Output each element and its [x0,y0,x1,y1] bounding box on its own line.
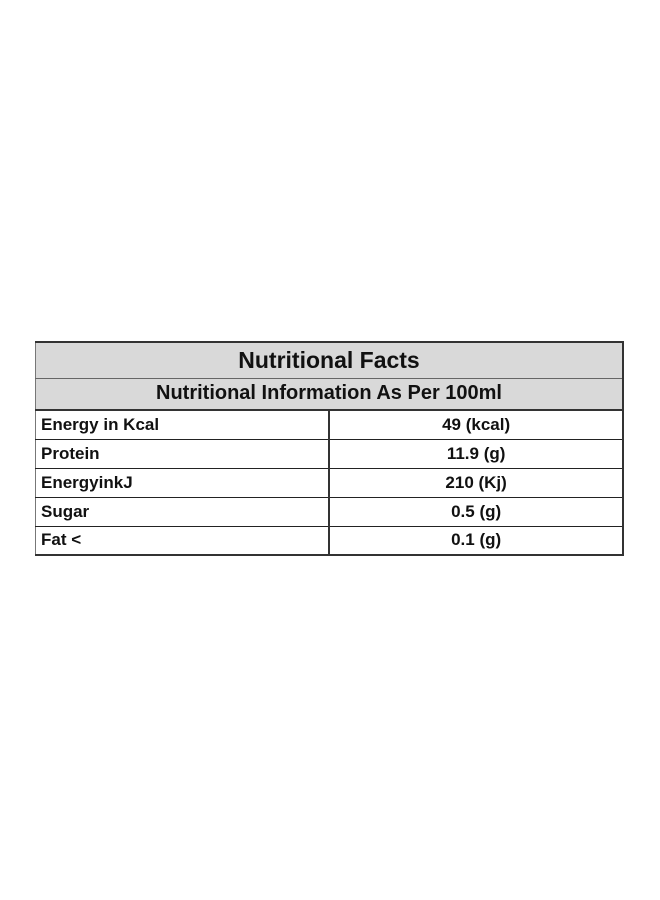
nutrient-value: 49 (kcal) [329,410,623,440]
table-row: Protein 11.9 (g) [35,439,623,469]
nutrient-value: 210 (Kj) [329,468,623,498]
nutrient-label: EnergyinkJ [35,468,331,498]
nutrient-label: Fat < [35,526,331,555]
table-row: Energy in Kcal 49 (kcal) [35,410,623,440]
nutrient-value: 0.1 (g) [451,530,502,550]
table-row: Sugar 0.5 (g) [35,497,623,527]
title-row: Nutritional Facts [35,342,623,379]
nutrient-label: Sugar [35,497,331,527]
nutrient-label: Energy in Kcal [35,410,331,440]
subtitle-row: Nutritional Information As Per 100ml [35,378,623,411]
nutrient-value: 11.9 (g) [329,439,623,469]
table-row: EnergyinkJ 210 (Kj) [35,468,623,498]
table-title: Nutritional Facts [35,342,623,379]
table-subtitle: Nutritional Information As Per 100ml [35,378,623,411]
nutrient-label: Protein [35,439,331,469]
table-row: Fat < 0.1 (g) [35,526,624,555]
nutrient-value: 0.5 (g) [329,497,623,527]
nutrition-facts-table: Nutritional Facts Nutritional Informatio… [35,341,624,556]
